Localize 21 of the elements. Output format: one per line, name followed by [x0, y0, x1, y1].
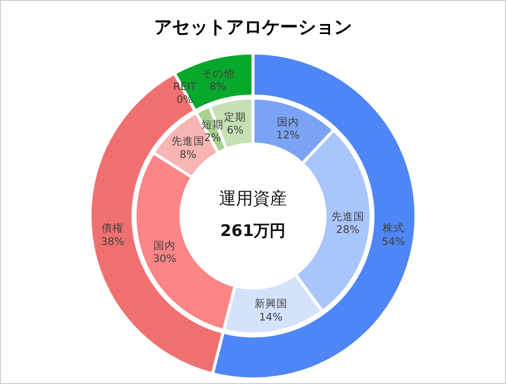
slice-label: その他	[201, 68, 234, 80]
data-label: 12%	[276, 130, 300, 142]
chart-title: アセットアロケーション	[154, 17, 352, 38]
data-label: 6%	[226, 124, 244, 137]
slice-label: 国内	[154, 238, 176, 252]
slice-label: 定期	[224, 110, 246, 124]
text: 運用資産	[219, 189, 287, 209]
slice-label: 新興国	[254, 297, 288, 310]
data-label: 8%	[209, 80, 226, 93]
slice-label: 債権	[102, 222, 124, 235]
data-label: 28%	[336, 224, 360, 236]
slice-label: 先進国	[331, 210, 364, 223]
data-label: 54%	[382, 236, 406, 248]
slice-label: 株式	[381, 222, 404, 235]
slice-label: 先進国	[171, 134, 204, 148]
text: 261万円	[220, 221, 286, 240]
data-label: 14%	[259, 311, 282, 324]
data-label: 38%	[100, 236, 124, 248]
slice-label: 国内	[276, 116, 299, 129]
data-label: 8%	[180, 148, 196, 161]
data-label: 30%	[153, 252, 176, 265]
